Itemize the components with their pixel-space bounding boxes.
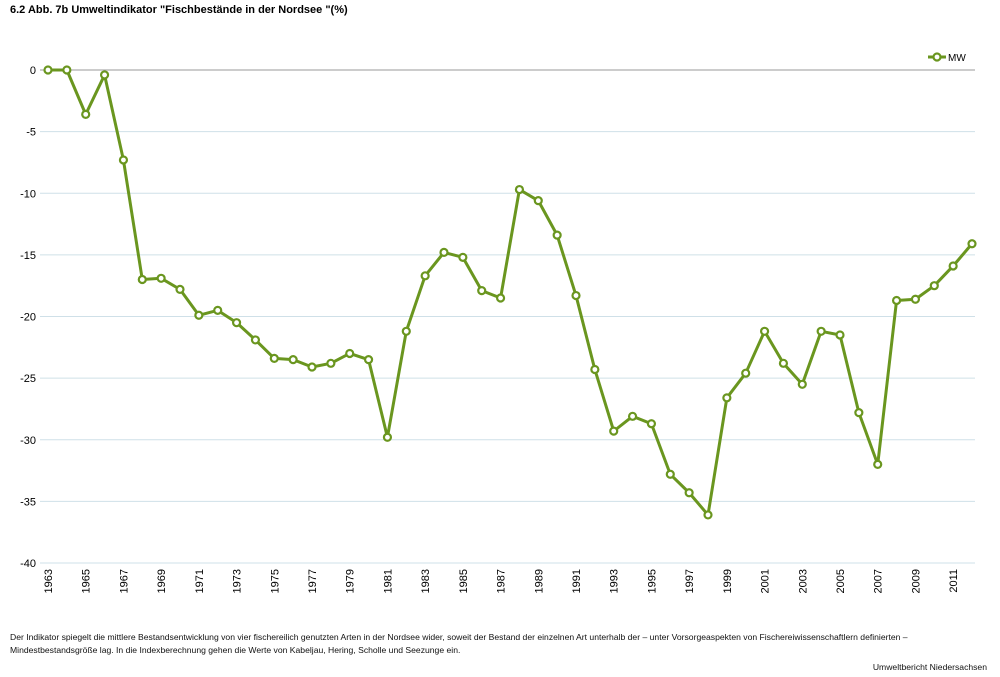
x-tick-label: 1963 <box>43 569 55 593</box>
x-tick-label: 1999 <box>722 569 734 593</box>
data-point <box>477 286 487 296</box>
data-point <box>759 326 770 336</box>
data-point <box>439 247 449 258</box>
y-tick-label: -30 <box>20 435 36 447</box>
data-point <box>99 70 110 80</box>
legend-marker <box>932 52 942 62</box>
data-point <box>835 330 845 340</box>
series-line-mw <box>48 68 974 517</box>
x-tick-label: 2003 <box>797 569 809 593</box>
x-tick-label: 1967 <box>118 569 130 593</box>
data-point <box>213 305 223 315</box>
y-tick-label: -25 <box>20 373 36 385</box>
data-point <box>194 310 204 320</box>
data-point <box>948 261 958 271</box>
data-point <box>326 358 336 368</box>
x-tick-label: 2007 <box>873 569 885 593</box>
data-point <box>458 252 468 262</box>
data-point <box>703 510 713 520</box>
y-tick-label: 0 <box>30 65 36 77</box>
x-tick-label: 1973 <box>232 569 244 593</box>
x-tick-label: 1989 <box>533 569 545 593</box>
data-point <box>345 348 355 359</box>
data-point <box>514 184 525 195</box>
data-point <box>118 155 129 165</box>
data-point <box>307 362 317 372</box>
x-tick-label: 1979 <box>345 569 357 593</box>
y-tick-label: -35 <box>20 496 36 508</box>
data-point <box>571 290 581 301</box>
x-tick-label: 1983 <box>420 569 432 593</box>
x-tick-label: 1981 <box>382 569 394 593</box>
data-point <box>646 419 657 429</box>
data-point <box>363 355 374 365</box>
data-point <box>627 411 638 421</box>
data-point <box>816 326 826 336</box>
x-tick-label: 2009 <box>910 569 922 593</box>
data-point <box>175 284 185 294</box>
y-tick-label: -15 <box>20 250 36 262</box>
x-tick-label: 1995 <box>646 569 658 593</box>
y-tick-label: -10 <box>20 188 36 200</box>
legend-label: MW <box>948 53 966 64</box>
data-point <box>288 355 298 365</box>
data-point <box>43 65 53 75</box>
chart-title: 6.2 Abb. 7b Umweltindikator "Fischbestän… <box>10 4 348 16</box>
data-point <box>81 109 91 119</box>
data-point <box>250 335 261 345</box>
data-point <box>401 326 411 336</box>
source-credit: Umweltbericht Niedersachsen <box>872 662 987 672</box>
x-tick-label: 1985 <box>458 569 470 593</box>
data-point <box>910 294 921 304</box>
data-point <box>269 353 279 364</box>
data-point <box>156 273 166 283</box>
x-tick-label: 1965 <box>81 569 93 593</box>
x-tick-label: 1997 <box>684 569 696 593</box>
data-point <box>854 408 864 418</box>
data-point <box>741 368 751 378</box>
data-point <box>552 230 562 240</box>
data-point <box>533 196 543 206</box>
data-point <box>797 379 807 389</box>
data-point <box>420 271 430 281</box>
data-point <box>590 364 600 375</box>
x-tick-label: 2011 <box>948 569 960 593</box>
chart-footnote: Der Indikator spiegelt die mittlere Best… <box>10 632 908 655</box>
data-point <box>231 318 242 328</box>
data-point <box>665 469 675 479</box>
data-point <box>778 358 789 368</box>
data-point <box>873 459 883 469</box>
x-tick-label: 2005 <box>835 569 847 593</box>
x-tick-label: 1971 <box>194 569 206 593</box>
x-tick-label: 1987 <box>496 569 508 593</box>
x-tick-label: 1975 <box>269 569 281 593</box>
line-chart: 0 -5 -10 -15 -20 -25 -30 -35 -40 1963 1965 1967 1969… <box>20 52 977 593</box>
x-tick-label: 1977 <box>307 569 319 593</box>
data-point <box>722 393 732 403</box>
data-point <box>137 274 147 285</box>
data-point <box>929 281 939 291</box>
data-point <box>684 488 694 498</box>
x-tick-label: 1993 <box>609 569 621 593</box>
y-tick-label: -40 <box>20 558 36 570</box>
data-point <box>62 65 72 75</box>
data-point <box>891 295 902 306</box>
data-point <box>967 239 977 249</box>
x-tick-label: 1991 <box>571 569 583 593</box>
data-point <box>495 293 506 303</box>
data-point <box>382 432 393 442</box>
x-tick-label: 2001 <box>760 569 772 593</box>
y-tick-label: -20 <box>20 312 36 324</box>
y-tick-label: -5 <box>26 127 36 139</box>
x-tick-label: 1969 <box>156 569 168 593</box>
data-point <box>609 426 619 436</box>
